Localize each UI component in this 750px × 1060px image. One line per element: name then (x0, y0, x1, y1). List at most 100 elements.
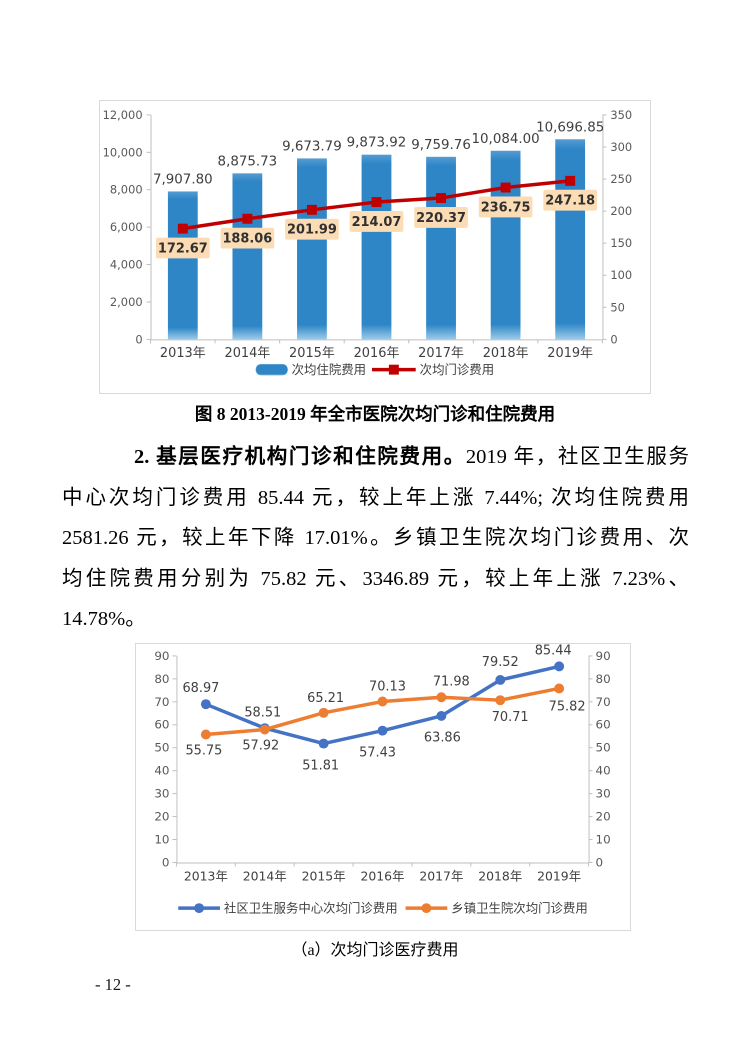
svg-text:236.75: 236.75 (481, 200, 531, 215)
paragraph-line: 中心次均门诊费用 85.44 元，较上年上涨 7.44%; 次均住院费用 (62, 478, 689, 519)
figure8-caption: 图 8 2013-2019 年全市医院次均门诊和住院费用 (194, 404, 556, 424)
svg-text:70: 70 (596, 695, 611, 709)
svg-text:12,000: 12,000 (103, 108, 143, 122)
svg-text:30: 30 (596, 787, 611, 801)
svg-text:51.81: 51.81 (302, 758, 339, 773)
paragraph-text: 14.78%。 (62, 608, 146, 630)
svg-text:0: 0 (610, 332, 617, 346)
svg-text:40: 40 (596, 764, 611, 778)
svg-text:188.06: 188.06 (222, 232, 272, 247)
svg-text:次均门诊费用: 次均门诊费用 (420, 362, 494, 377)
svg-text:90: 90 (596, 649, 611, 663)
svg-text:100: 100 (610, 268, 632, 282)
page-number: - 12 - (95, 975, 131, 994)
svg-text:70.13: 70.13 (369, 680, 406, 695)
svg-text:2017年: 2017年 (418, 346, 464, 361)
svg-text:58.51: 58.51 (244, 705, 281, 720)
svg-text:172.67: 172.67 (158, 241, 208, 256)
paragraph-line: 2. 基层医疗机构门诊和住院费用。2019 年，社区卫生服务 (62, 437, 689, 478)
figure-a-caption: （a）次均门诊医疗费用 (291, 942, 459, 959)
svg-text:0: 0 (135, 332, 142, 346)
svg-text:4,000: 4,000 (110, 258, 143, 272)
svg-text:71.98: 71.98 (433, 674, 470, 689)
svg-text:350: 350 (610, 108, 632, 122)
svg-text:9,759.76: 9,759.76 (411, 138, 471, 153)
paragraph-line: 14.78%。 (62, 599, 689, 640)
svg-text:10: 10 (596, 832, 611, 846)
svg-text:201.99: 201.99 (287, 223, 337, 238)
svg-text:2014年: 2014年 (243, 868, 287, 883)
svg-text:68.97: 68.97 (182, 681, 219, 696)
svg-text:80: 80 (154, 672, 169, 686)
figure8-combo-chart: 0 2,000 4,000 6,000 8,000 10,000 12,000 0 50 100 1… (103, 108, 632, 377)
svg-text:2,000: 2,000 (110, 295, 143, 309)
svg-text:0: 0 (596, 855, 604, 869)
paragraph-text: 均住院费用分别为 75.82 元、3346.89 元，较上年上涨 7.23%、 (62, 567, 689, 590)
svg-text:0: 0 (162, 855, 170, 869)
paragraph-text: 2019 年，社区卫生服务 (465, 446, 689, 468)
figure-a-line-chart: 0 0 10 10 20 20 30 30 40 40 50 50 60 60 70 70 80 80 90 90 20… (154, 644, 611, 916)
svg-text:50: 50 (610, 300, 625, 314)
svg-text:65.21: 65.21 (307, 691, 344, 706)
svg-text:7,907.80: 7,907.80 (153, 173, 213, 188)
svg-text:80: 80 (596, 672, 611, 686)
figure8-chart-frame: 0 2,000 4,000 6,000 8,000 10,000 12,000 0 50 100 1… (99, 100, 651, 394)
svg-text:6,000: 6,000 (110, 220, 143, 234)
svg-text:214.07: 214.07 (352, 215, 402, 230)
svg-text:2019年: 2019年 (537, 868, 581, 883)
svg-text:150: 150 (610, 236, 632, 250)
svg-text:8,000: 8,000 (110, 183, 143, 197)
paragraph-lead-bold: 2. 基层医疗机构门诊和住院费用。 (134, 446, 466, 468)
svg-text:63.86: 63.86 (424, 731, 461, 746)
svg-text:9,673.79: 9,673.79 (282, 139, 342, 154)
svg-text:85.44: 85.44 (535, 644, 572, 658)
svg-text:乡镇卫生院次均门诊费用: 乡镇卫生院次均门诊费用 (451, 901, 587, 916)
svg-text:8,875.73: 8,875.73 (218, 154, 278, 169)
svg-text:2013年: 2013年 (184, 868, 228, 883)
body-paragraph: 2. 基层医疗机构门诊和住院费用。2019 年，社区卫生服务 中心次均门诊费用 … (62, 437, 689, 640)
svg-text:10: 10 (154, 832, 169, 846)
svg-text:55.75: 55.75 (185, 743, 222, 758)
svg-text:10,084.00: 10,084.00 (472, 132, 540, 147)
svg-text:300: 300 (610, 140, 632, 154)
figure-a-chart-frame: 0 0 10 10 20 20 30 30 40 40 50 50 60 60 70 70 80 80 90 90 20… (135, 643, 631, 931)
svg-text:2013年: 2013年 (160, 346, 206, 361)
svg-text:70.71: 70.71 (492, 710, 529, 725)
svg-text:10,696.85: 10,696.85 (536, 120, 604, 135)
svg-text:70: 70 (154, 695, 169, 709)
svg-text:2018年: 2018年 (483, 346, 529, 361)
svg-text:220.37: 220.37 (416, 211, 466, 226)
svg-text:2018年: 2018年 (478, 868, 522, 883)
svg-text:50: 50 (154, 741, 169, 755)
svg-text:250: 250 (610, 172, 632, 186)
outpatient-cost-line: 172.67 188.06 201.99 214.07 220.37 236.75 247.… (156, 175, 597, 259)
svg-text:79.52: 79.52 (482, 655, 519, 670)
line-series-0: 68.97 58.51 51.81 57.43 63.86 79.52 85.44 (182, 644, 571, 773)
svg-text:40: 40 (154, 764, 169, 778)
svg-text:2015年: 2015年 (289, 346, 335, 361)
svg-text:2016年: 2016年 (361, 868, 405, 883)
svg-text:57.92: 57.92 (242, 738, 279, 753)
svg-text:20: 20 (154, 810, 169, 824)
paragraph-line: 2581.26 元，较上年下降 17.01%。乡镇卫生院次均门诊费用、次 (62, 518, 689, 559)
svg-text:10,000: 10,000 (103, 145, 143, 159)
svg-text:90: 90 (154, 649, 169, 663)
svg-text:30: 30 (154, 787, 169, 801)
svg-text:50: 50 (596, 741, 611, 755)
svg-text:2016年: 2016年 (354, 346, 400, 361)
inpatient-cost-bars: 7,907.80 8,875.73 9,673.79 9,873.92 9,759.76… (153, 120, 604, 340)
svg-text:2015年: 2015年 (302, 868, 346, 883)
svg-text:57.43: 57.43 (359, 745, 396, 760)
legend: 社区卫生服务中心次均门诊费用 乡镇卫生院次均门诊费用 (178, 901, 588, 916)
svg-text:20: 20 (596, 810, 611, 824)
legend: 次均住院费用 次均门诊费用 (255, 362, 494, 377)
svg-text:60: 60 (596, 718, 611, 732)
line-series-1: 55.75 57.92 65.21 70.13 71.98 70.71 75.82 (185, 674, 585, 758)
paragraph-text: 中心次均门诊费用 85.44 元，较上年上涨 7.44%; 次均住院费用 (62, 486, 689, 509)
svg-text:2014年: 2014年 (224, 346, 270, 361)
svg-text:2019年: 2019年 (547, 346, 593, 361)
svg-text:60: 60 (154, 718, 169, 732)
svg-text:次均住院费用: 次均住院费用 (292, 362, 366, 377)
svg-text:社区卫生服务中心次均门诊费用: 社区卫生服务中心次均门诊费用 (224, 901, 398, 916)
